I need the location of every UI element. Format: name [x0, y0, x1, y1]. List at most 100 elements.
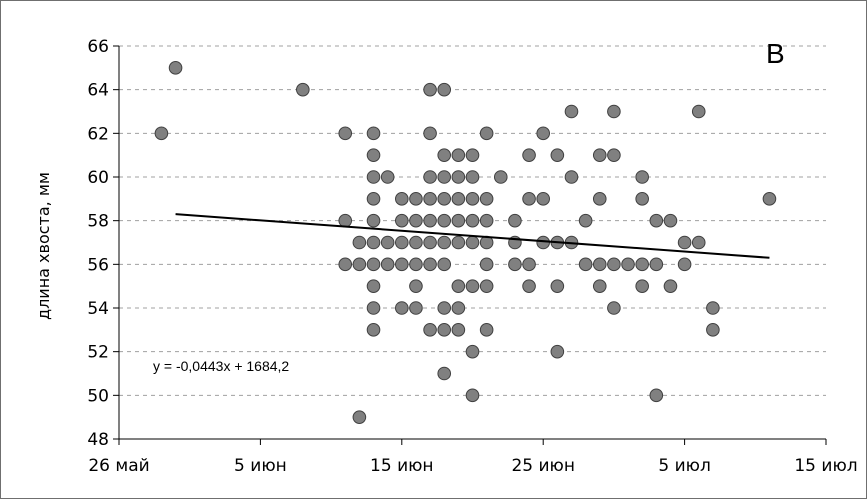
data-point: [635, 257, 649, 272]
data-point: [437, 366, 452, 381]
data-point: [366, 126, 381, 141]
data-point: [154, 126, 169, 141]
data-point: [508, 213, 522, 228]
data-point: [465, 279, 480, 293]
data-point: [592, 148, 607, 162]
data-point: [635, 192, 649, 206]
data-point: [592, 192, 607, 206]
data-point: [578, 213, 593, 228]
data-point: [395, 257, 409, 272]
data-point: [423, 257, 437, 272]
data-point: [366, 301, 381, 315]
data-point: [451, 170, 466, 184]
y-tick-label: 52: [87, 343, 109, 363]
data-point: [691, 104, 706, 119]
data-point: [437, 148, 452, 162]
trendline: [175, 213, 770, 259]
data-point: [706, 301, 720, 315]
data-point: [621, 257, 635, 272]
data-point: [395, 213, 409, 228]
data-point: [465, 213, 480, 228]
data-point: [649, 213, 664, 228]
data-point: [451, 148, 466, 162]
data-point: [465, 344, 480, 359]
data-point: [423, 82, 437, 97]
data-point: [409, 257, 423, 272]
data-point: [706, 323, 720, 337]
data-point: [380, 170, 395, 184]
y-tick-label: 62: [87, 124, 109, 144]
data-point: [451, 279, 466, 293]
data-point: [493, 170, 508, 184]
x-tick-label: 25 июн: [511, 456, 575, 476]
data-point: [522, 279, 536, 293]
x-tick-label: 15 июн: [370, 456, 434, 476]
data-point: [635, 170, 649, 184]
y-tick-label: 56: [87, 255, 109, 275]
data-point: [409, 213, 423, 228]
data-point: [564, 170, 579, 184]
data-points: [154, 61, 777, 424]
data-point: [508, 257, 522, 272]
data-point: [366, 279, 381, 293]
data-point: [437, 82, 452, 97]
data-point: [366, 235, 381, 250]
data-point: [578, 257, 593, 272]
chart-text: В y = -0,0443x + 1684,2 длина хвоста, мм: [34, 38, 785, 374]
data-point: [437, 192, 452, 206]
data-point: [465, 170, 480, 184]
data-point: [522, 192, 536, 206]
y-tick-label: 50: [87, 386, 109, 406]
data-point: [479, 213, 494, 228]
data-point: [423, 323, 437, 337]
data-point: [423, 170, 437, 184]
data-point: [380, 257, 395, 272]
data-point: [409, 301, 423, 315]
data-point: [366, 170, 381, 184]
data-point: [479, 323, 494, 337]
data-point: [338, 213, 353, 228]
data-point: [592, 257, 607, 272]
axes: 48 50 52 54 56 58 60 62 64 66 26 май 5 июн 15 июн 25 …: [87, 37, 857, 476]
data-point: [437, 301, 452, 315]
data-point: [168, 61, 183, 75]
data-point: [465, 235, 480, 250]
data-point: [352, 410, 367, 424]
data-point: [536, 126, 551, 141]
data-point: [607, 104, 621, 119]
data-point: [592, 279, 607, 293]
data-point: [352, 235, 367, 250]
y-tick-label: 58: [87, 212, 109, 232]
data-point: [607, 257, 621, 272]
data-point: [451, 323, 466, 337]
data-point: [437, 257, 452, 272]
data-point: [465, 388, 480, 403]
data-point: [649, 257, 664, 272]
y-tick-label: 54: [87, 299, 109, 319]
data-point: [423, 126, 437, 141]
y-tick-label: 64: [87, 81, 109, 101]
data-point: [522, 148, 536, 162]
data-point: [366, 213, 381, 228]
data-point: [677, 257, 692, 272]
data-point: [409, 192, 423, 206]
data-point: [395, 301, 409, 315]
y-axis-title: длина хвоста, мм: [34, 172, 53, 320]
data-point: [366, 323, 381, 337]
data-point: [409, 235, 423, 250]
data-point: [550, 279, 565, 293]
data-point: [437, 235, 452, 250]
data-point: [423, 235, 437, 250]
data-point: [635, 279, 649, 293]
data-point: [437, 323, 452, 337]
data-point: [536, 235, 551, 250]
data-point: [366, 192, 381, 206]
data-point: [550, 344, 565, 359]
data-point: [451, 301, 466, 315]
data-point: [380, 235, 395, 250]
y-tick-label: 60: [87, 168, 109, 188]
panel-letter: В: [766, 38, 785, 69]
data-point: [296, 82, 310, 97]
data-point: [479, 257, 494, 272]
